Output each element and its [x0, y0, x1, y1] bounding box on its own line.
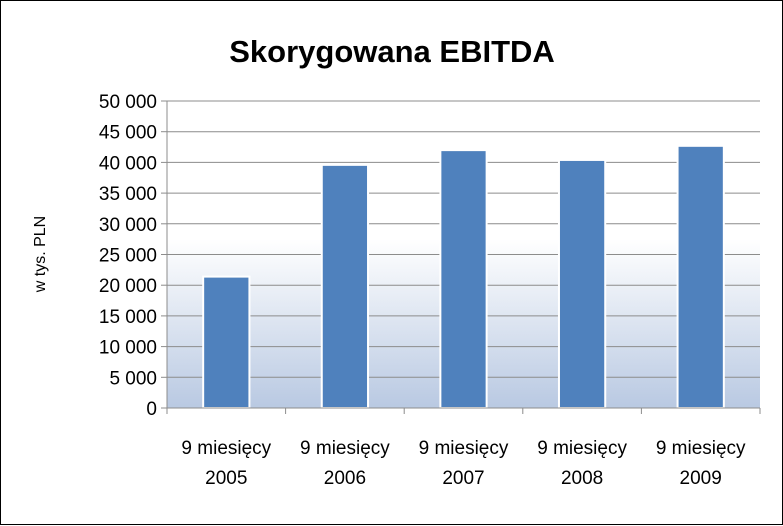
category-period: 9 miesięcy: [181, 438, 271, 459]
y-tick-label: 40 000: [99, 153, 157, 174]
bar: [557, 158, 607, 409]
bar: [676, 144, 725, 410]
y-tick-label: 10 000: [99, 338, 157, 359]
category-period: 9 miesięcy: [419, 438, 509, 459]
y-tick-label: 25 000: [99, 246, 157, 267]
bar: [202, 275, 251, 409]
category-year: 2006: [324, 468, 366, 489]
bar: [439, 149, 488, 409]
y-tick-label: 45 000: [99, 123, 157, 144]
category-year: 2008: [561, 468, 603, 489]
category-period: 9 miesięcy: [300, 438, 390, 459]
bars: [202, 144, 725, 410]
category-period: 9 miesięcy: [656, 438, 746, 459]
x-category-label: 9 miesięcy 2008: [537, 438, 627, 489]
x-category-label: 9 miesięcy 2007: [419, 438, 509, 489]
bar: [320, 163, 370, 409]
y-tick-label: 20 000: [99, 276, 157, 297]
y-tick-labels: 0 5 000 10 000 15 000 20 000 25 000 30 000 35 0…: [99, 92, 157, 420]
x-category-labels: 9 miesięcy 2005 9 miesięcy 2006 9 miesięcy 20…: [181, 438, 746, 489]
y-tick-label: 0: [146, 399, 157, 420]
y-tick-label: 5 000: [109, 368, 157, 389]
axes: [166, 101, 761, 414]
y-tick-label: 30 000: [99, 215, 157, 236]
category-period: 9 miesięcy: [537, 438, 627, 459]
x-category-label: 9 miesięcy 2009: [656, 438, 746, 489]
y-axis-label: w tys. PLN: [32, 216, 49, 293]
y-tick-label: 35 000: [99, 184, 157, 205]
category-year: 2007: [442, 468, 484, 489]
x-category-label: 9 miesięcy 2006: [300, 438, 390, 489]
category-year: 2005: [205, 468, 247, 489]
x-category-label: 9 miesięcy 2005: [181, 438, 271, 489]
y-tick-label: 15 000: [99, 307, 157, 328]
y-tick-label: 50 000: [99, 92, 157, 113]
category-year: 2009: [680, 468, 722, 489]
chart-title: Skorygowana EBITDA: [229, 34, 555, 69]
